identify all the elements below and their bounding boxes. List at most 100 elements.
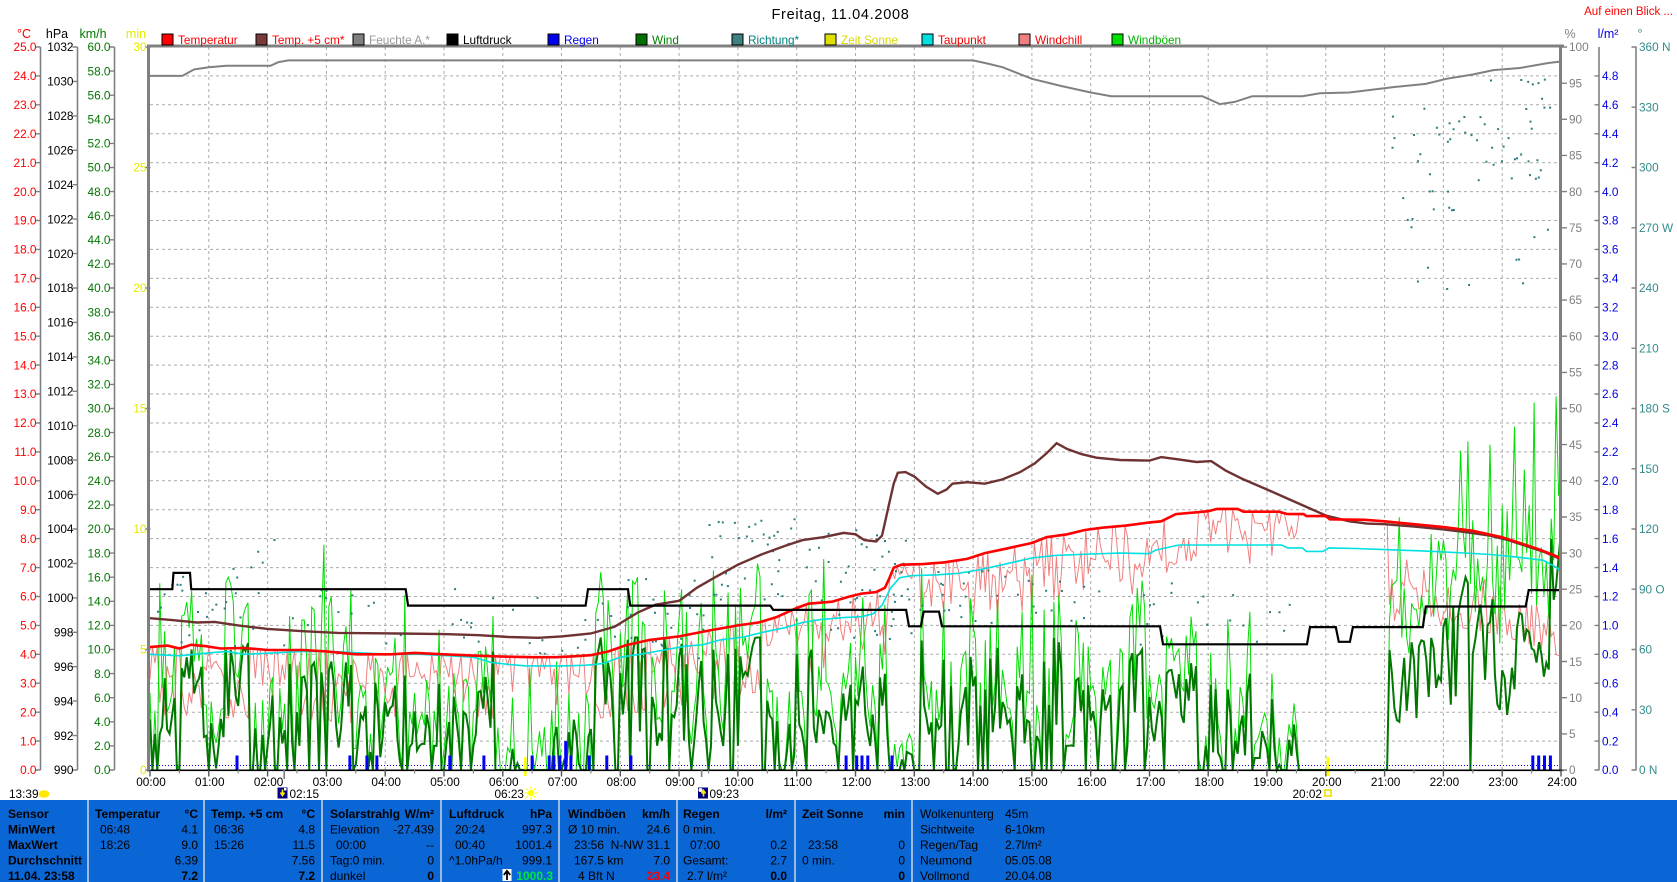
svg-text:22.0: 22.0 [14,127,37,141]
svg-text:1022: 1022 [47,212,73,226]
svg-text:6.0: 6.0 [94,691,111,705]
svg-text:15: 15 [133,402,147,416]
svg-text:l/m²: l/m² [1598,27,1619,41]
svg-text:Wolkenunterg: Wolkenunterg [920,807,994,821]
svg-text:1026: 1026 [47,144,74,158]
svg-text:997.3: 997.3 [522,823,552,837]
svg-text:01:00: 01:00 [195,775,225,789]
svg-text:10.0: 10.0 [14,474,37,488]
svg-text:^1.0hPa/h: ^1.0hPa/h [449,854,503,868]
svg-text:330: 330 [1639,101,1659,115]
svg-text:60: 60 [1639,643,1653,657]
svg-text:Regen: Regen [683,807,720,821]
svg-text:20:02: 20:02 [1292,787,1322,801]
svg-text:70: 70 [1569,257,1583,271]
svg-text:Auf einen Blick ...: Auf einen Blick ... [1584,6,1673,18]
svg-text:3.0: 3.0 [20,676,37,690]
svg-text:120: 120 [1639,522,1659,536]
svg-text:6.39: 6.39 [175,854,199,868]
svg-text:50.0: 50.0 [88,161,111,175]
svg-text:16.0: 16.0 [88,570,111,584]
svg-text:5: 5 [140,643,147,657]
svg-text:1030: 1030 [47,75,74,89]
svg-text:Luftdruck: Luftdruck [449,807,505,821]
svg-text:48.0: 48.0 [88,185,111,199]
svg-text:10: 10 [1569,691,1583,705]
svg-text:1.4: 1.4 [1602,561,1619,575]
svg-text:1024: 1024 [47,178,74,192]
svg-text:1008: 1008 [47,453,74,467]
svg-text:0.0: 0.0 [94,763,111,777]
svg-text:7.0: 7.0 [653,854,670,868]
svg-text:1.8: 1.8 [1602,503,1619,517]
svg-text:8.0: 8.0 [94,667,111,681]
svg-text:20.0: 20.0 [14,185,37,199]
svg-text:3.0: 3.0 [1602,329,1619,343]
svg-text:00:00: 00:00 [136,775,166,789]
svg-text:-27.439: -27.439 [393,823,434,837]
svg-text:30: 30 [1639,703,1653,717]
svg-text:11:00: 11:00 [783,775,812,789]
svg-text:42.0: 42.0 [88,257,111,271]
svg-text:34.0: 34.0 [88,354,111,368]
svg-text:24.0: 24.0 [14,69,37,83]
svg-text:MaxWert: MaxWert [8,838,58,852]
svg-text:11.04. 23:58: 11.04. 23:58 [8,869,75,882]
svg-text:210: 210 [1639,341,1659,355]
svg-text:09:00: 09:00 [665,775,695,789]
svg-text:03:00: 03:00 [313,775,343,789]
svg-text:Ø 10 min.: Ø 10 min. [568,823,620,837]
svg-text:4.0: 4.0 [94,715,111,729]
svg-text:0: 0 [898,854,905,868]
svg-text:32.0: 32.0 [88,378,111,392]
svg-text:13.0: 13.0 [14,387,37,401]
svg-text:38.0: 38.0 [88,305,111,319]
svg-text:20.04.08: 20.04.08 [1005,869,1052,882]
svg-text:Neumond: Neumond [920,854,972,868]
svg-text:23.0: 23.0 [14,98,37,112]
svg-text:N-NW 31.1: N-NW 31.1 [611,838,671,852]
svg-text:23.4: 23.4 [647,869,671,882]
svg-text:°C: °C [302,807,316,821]
svg-text:17:00: 17:00 [1136,775,1166,789]
svg-text:20:24: 20:24 [455,823,485,837]
svg-text:24.0: 24.0 [88,474,111,488]
svg-text:1.0: 1.0 [20,734,37,748]
svg-text:1.6: 1.6 [1602,532,1619,546]
svg-text:15.0: 15.0 [14,329,37,343]
svg-text:Feuchte A.*: Feuchte A.* [369,33,430,47]
svg-text:35: 35 [1569,510,1583,524]
svg-text:19.0: 19.0 [14,214,37,228]
svg-text:1004: 1004 [47,522,74,536]
svg-text:4.2: 4.2 [1602,156,1618,170]
svg-text:9.0: 9.0 [181,838,198,852]
svg-text:45m: 45m [1005,807,1028,821]
svg-text:40.0: 40.0 [88,281,111,295]
svg-text:1.0: 1.0 [1602,619,1619,633]
svg-text:Taupunkt: Taupunkt [938,33,987,47]
svg-text:9.0: 9.0 [20,503,37,517]
svg-text:4.1: 4.1 [181,823,198,837]
svg-text:2.2: 2.2 [1602,445,1618,459]
svg-text:5: 5 [1569,727,1576,741]
svg-text:20:00: 20:00 [1312,775,1342,789]
svg-text:990: 990 [54,763,74,777]
svg-text:--: -- [426,838,434,852]
svg-text:21:00: 21:00 [1371,775,1401,789]
svg-text:18:00: 18:00 [1194,775,1224,789]
svg-text:°C: °C [17,27,31,41]
svg-text:4.0: 4.0 [1602,185,1619,199]
svg-text:996: 996 [54,660,74,674]
svg-text:90 O: 90 O [1639,583,1665,597]
svg-text:04:00: 04:00 [371,775,401,789]
svg-text:11.5: 11.5 [293,838,316,852]
svg-text:Durchschnitt: Durchschnitt [8,854,82,868]
svg-text:Regen: Regen [564,33,599,47]
svg-text:Windchill: Windchill [1035,33,1082,47]
svg-text:Temperatur: Temperatur [178,33,238,47]
svg-text:7.2: 7.2 [181,869,198,882]
svg-text:85: 85 [1569,149,1583,163]
svg-text:0: 0 [898,838,905,852]
svg-text:25: 25 [133,161,147,175]
svg-text:05.05.08: 05.05.08 [1005,854,1052,868]
